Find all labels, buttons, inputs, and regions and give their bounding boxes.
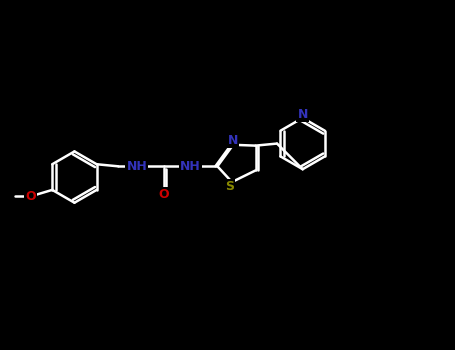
Text: S: S [225, 180, 234, 193]
Text: NH: NH [126, 160, 147, 173]
Text: NH: NH [180, 160, 201, 173]
Text: N: N [298, 108, 308, 121]
Text: N: N [228, 134, 238, 147]
Text: O: O [158, 188, 169, 201]
Text: O: O [25, 190, 36, 203]
